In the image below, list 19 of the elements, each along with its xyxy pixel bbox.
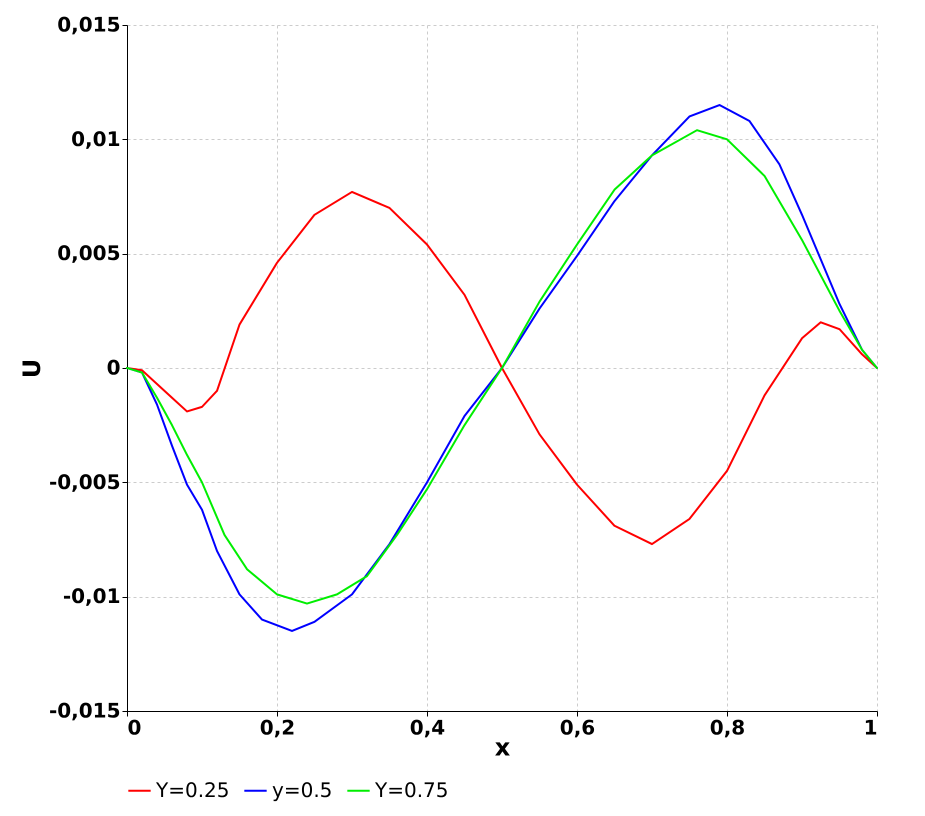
x-tick-label: 0,4: [410, 716, 446, 740]
y-tick-label: -0,01: [62, 584, 120, 608]
y-tick-label: -0,015: [48, 698, 120, 722]
x-tick-label: 0,2: [260, 716, 296, 740]
x-tick-label: 0,6: [560, 716, 596, 740]
y-tick-label: 0,005: [57, 241, 120, 266]
y-tick-label: 0: [106, 356, 120, 380]
y-tick-label: 0,015: [57, 12, 120, 36]
legend-label: Y=0.25: [155, 778, 230, 802]
x-tick-label: 0,8: [710, 716, 746, 740]
y-tick-label: 0,01: [71, 126, 120, 151]
y-tick-label: -0,005: [48, 470, 120, 494]
x-tick-label: 1: [864, 716, 878, 740]
x-axis-title: x: [494, 734, 511, 762]
x-tick-label: 0: [128, 716, 142, 740]
y-axis-title: U: [18, 358, 46, 378]
legend-label: y=0.5: [272, 778, 332, 802]
legend-label: Y=0.75: [374, 778, 449, 802]
line-series: [126, 190, 878, 546]
